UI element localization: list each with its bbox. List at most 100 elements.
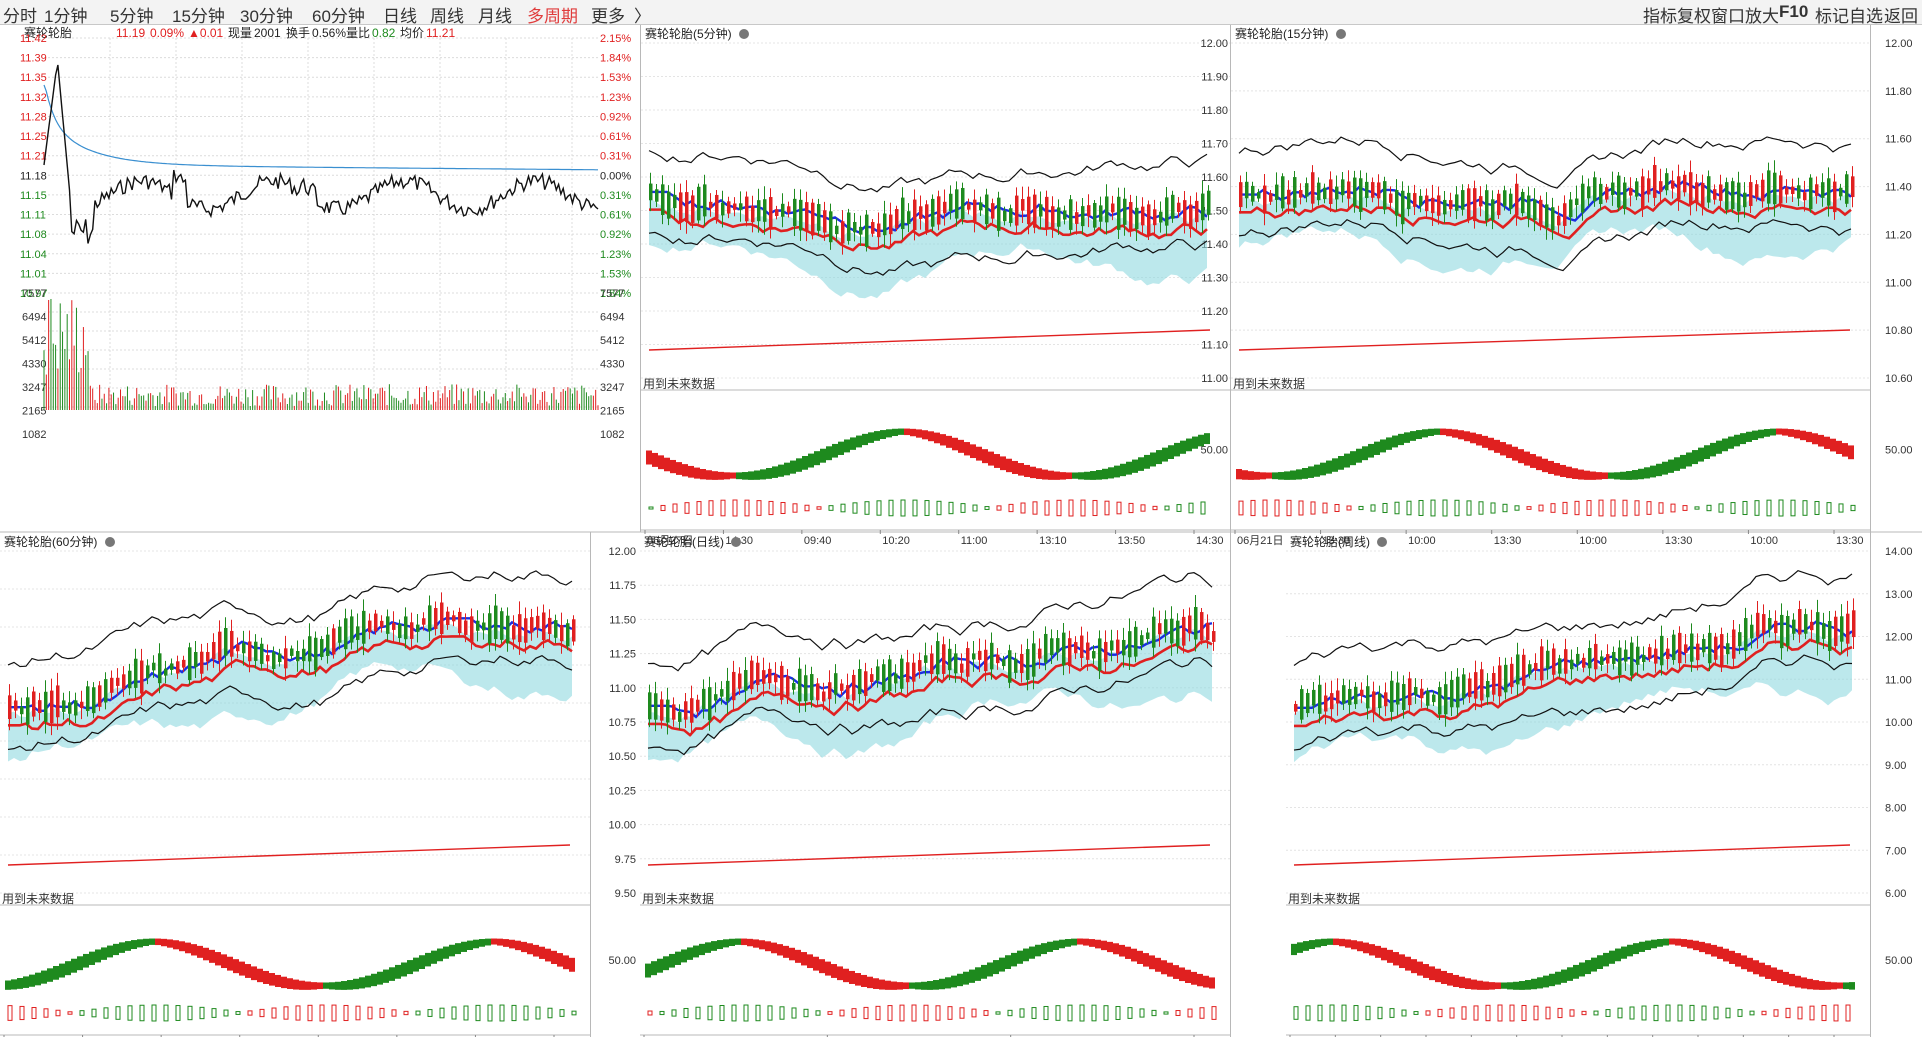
sub-histogram-bar xyxy=(1128,502,1134,514)
panel-menu-chevron-icon[interactable] xyxy=(1336,29,1346,39)
sub-histogram-bar xyxy=(1310,501,1316,515)
panel-menu-chevron-icon[interactable] xyxy=(739,29,749,39)
candle-body xyxy=(1026,649,1030,680)
candle-body xyxy=(750,660,754,690)
candle-body xyxy=(524,618,528,643)
candle-body xyxy=(68,702,72,714)
candle-body xyxy=(386,616,390,634)
sub-histogram-bar xyxy=(379,1007,385,1019)
candle-body xyxy=(1414,686,1418,696)
candle-body xyxy=(913,199,917,231)
candle-body xyxy=(1606,654,1610,664)
sub-histogram-bar xyxy=(1079,1004,1085,1022)
panel-y-tick: 11.80 xyxy=(1201,105,1228,117)
candle-body xyxy=(20,706,24,715)
sub-histogram-bar xyxy=(451,1006,457,1020)
period-1min[interactable]: 1分钟 xyxy=(44,7,88,26)
candle-body xyxy=(655,189,659,202)
intraday-pct-tick: 1.53% xyxy=(600,268,631,280)
period-weekly[interactable]: 周线 xyxy=(430,7,464,26)
multi-period-chart-area[interactable]: 赛轮轮胎 11.19 0.09% ▲0.01 现量 2001 换手 0.56% … xyxy=(0,25,1922,1037)
candle-body xyxy=(895,208,899,228)
candle-body xyxy=(572,619,576,642)
intraday-change-pct: 0.09% xyxy=(150,26,184,40)
candle-body xyxy=(967,203,971,210)
candle-body xyxy=(1569,199,1573,218)
ma-cloud-band xyxy=(649,197,1207,299)
candle-body xyxy=(1207,190,1211,215)
kline-panel-4: 14.00 13.00 12.00 11.00 10.00 9.00 8.00 7.00 6.0… xyxy=(1286,534,1913,1037)
more-chevron-icon[interactable]: 〉 xyxy=(634,7,651,26)
candle-body xyxy=(1839,187,1843,197)
candle-body xyxy=(1780,614,1784,649)
sub-histogram-bar xyxy=(1250,499,1256,517)
candle-body xyxy=(1027,196,1031,225)
sub-histogram-bar xyxy=(1437,1008,1443,1018)
sub-histogram-bar xyxy=(947,1006,953,1020)
sub-histogram-bar xyxy=(828,505,834,511)
candle-body xyxy=(212,642,216,660)
candle-body xyxy=(1683,174,1687,193)
indicator-button[interactable]: 指标 xyxy=(1643,7,1677,26)
sub-histogram-bar xyxy=(1020,502,1026,514)
panel-menu-chevron-icon[interactable] xyxy=(1377,537,1387,547)
candle-body xyxy=(924,655,928,663)
period-5min[interactable]: 5分钟 xyxy=(110,7,154,26)
panel-title: 赛轮轮胎(15分钟) xyxy=(1235,26,1328,41)
watchlist-button[interactable]: 自选 xyxy=(1849,7,1883,26)
candle-body xyxy=(1455,194,1459,211)
sub-histogram-bar xyxy=(79,1010,85,1016)
candle-body xyxy=(1413,193,1417,207)
candle-body xyxy=(1642,654,1646,663)
period-more[interactable]: 更多 xyxy=(591,7,625,26)
candle-body xyxy=(696,699,700,712)
intraday-price-tick: 11.15 xyxy=(20,190,47,202)
candle-body xyxy=(1269,193,1273,202)
candle-body xyxy=(1212,631,1216,642)
sub-histogram-bar xyxy=(923,1004,929,1022)
period-30min[interactable]: 30分钟 xyxy=(240,7,293,26)
intraday-pct-tick: 1.84% xyxy=(600,288,631,300)
kline-panel-1: 12.00 11.80 11.60 11.40 11.20 11.00 10.80 10.60… xyxy=(1231,26,1913,547)
x-axis-label: 10:20 xyxy=(882,535,910,547)
panel-menu-chevron-icon[interactable] xyxy=(105,537,115,547)
intraday-pct-tick: 1.53% xyxy=(600,72,631,84)
period-monthly[interactable]: 月线 xyxy=(478,7,512,26)
window-button[interactable]: 窗口 xyxy=(1711,7,1745,26)
candle-body xyxy=(1450,679,1454,708)
adjust-button[interactable]: 复权 xyxy=(1677,7,1711,26)
panel-y-tick: 11.00 xyxy=(1885,674,1912,686)
candle-body xyxy=(1044,633,1048,663)
f10-button[interactable]: F10 xyxy=(1779,2,1809,21)
panel-menu-chevron-icon[interactable] xyxy=(731,537,741,547)
candle-body xyxy=(1834,616,1838,646)
intraday-stock-name: 赛轮轮胎 xyxy=(24,25,72,40)
sub-histogram-bar xyxy=(1382,502,1388,514)
panel-y-tick: 10.50 xyxy=(608,751,636,763)
period-intraday[interactable]: 分时 xyxy=(3,7,37,26)
sub-histogram-bar xyxy=(403,1010,409,1016)
candle-body xyxy=(1105,196,1109,223)
intraday-pct-tick: 2.15% xyxy=(600,33,631,45)
candle-body xyxy=(894,673,898,684)
period-60min[interactable]: 60分钟 xyxy=(312,7,365,26)
mark-button[interactable]: 标记 xyxy=(1815,7,1849,26)
intraday-price-tick: 11.32 xyxy=(20,92,47,104)
period-multi[interactable]: 多周期 xyxy=(527,7,578,26)
panel-y-tick: 9.50 xyxy=(615,888,636,900)
zoom-button[interactable]: 放大 xyxy=(1745,7,1779,26)
candle-body xyxy=(320,639,324,658)
sub-histogram-bar xyxy=(19,1005,25,1021)
period-daily[interactable]: 日线 xyxy=(383,7,417,26)
candle-body xyxy=(266,655,270,662)
candle-body xyxy=(678,712,682,722)
back-button[interactable]: 返回 xyxy=(1884,7,1918,26)
kline-panel-3: 12.00 11.75 11.50 11.25 11.00 10.75 10.50 10.25… xyxy=(608,534,1230,1037)
sub-chart-tick: 50.00 xyxy=(1885,955,1913,967)
period-15min[interactable]: 15分钟 xyxy=(172,7,225,26)
sub-histogram-bar xyxy=(695,1006,701,1020)
intraday-volume-tick: 3247 xyxy=(22,382,46,394)
candle-body xyxy=(1134,626,1138,657)
candle-body xyxy=(1654,648,1658,664)
sub-histogram-bar xyxy=(972,504,978,512)
